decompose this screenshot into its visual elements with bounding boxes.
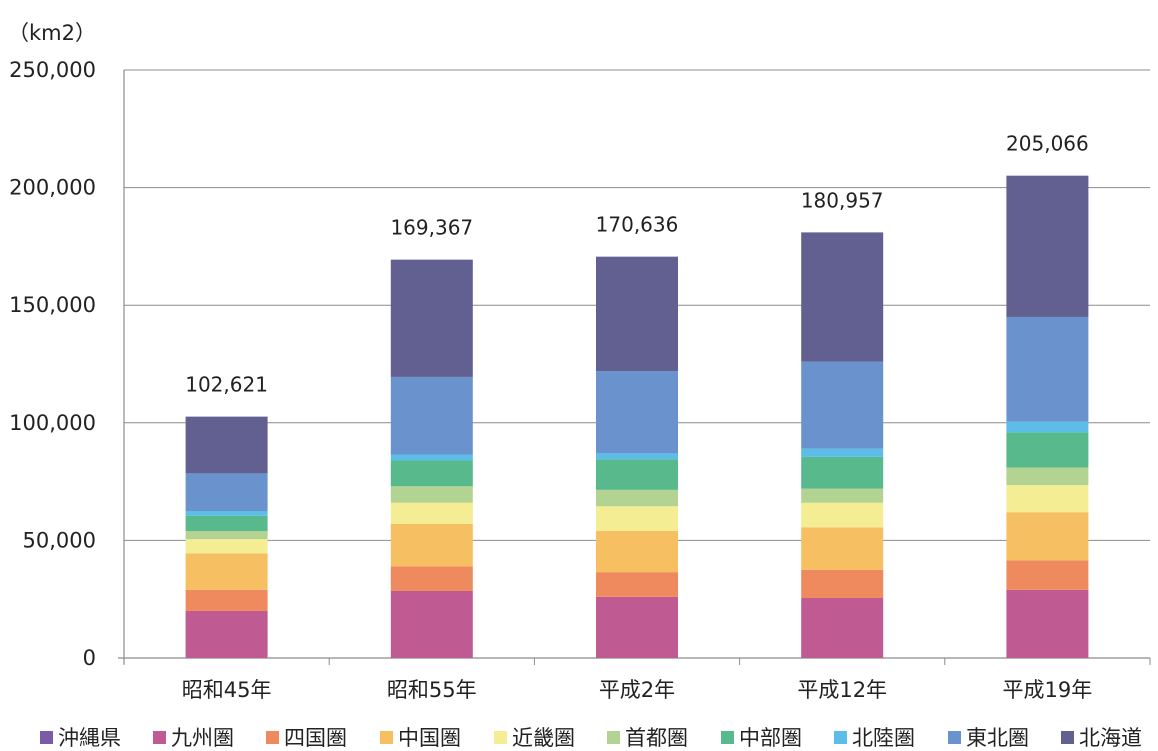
legend-label: 九州圏 [171,726,234,750]
y-axis-ticks: 0 50,000 100,000 150,000 200,000 250,000 [9,58,96,670]
legend-swatch [153,731,166,744]
bar-segment [801,232,884,362]
bar-segment [596,371,678,454]
bar-segment [1006,485,1089,513]
legend-label: 首都圏 [625,726,688,750]
bar-segment [596,596,678,658]
y-tick-label: 150,000 [9,293,96,317]
bar-segment [1006,316,1089,422]
y-unit-label: （km2） [8,21,96,45]
legend-swatch [1061,731,1074,744]
x-category-label: 昭和55年 [387,678,477,702]
bars [185,175,1089,658]
legend-swatch [380,731,393,744]
bar-segment [185,416,268,474]
bar-segment [390,502,473,524]
legend-label: 中国圏 [398,726,461,750]
bar-segment [596,453,678,460]
bar-segment [801,488,884,503]
bar-segment [1006,467,1089,486]
bar-segment [185,610,268,658]
legend-label: 沖縄県 [58,726,121,750]
bar-total-label: 170,636 [596,213,679,237]
x-category-label: 平成2年 [599,678,675,702]
legend-swatch [40,731,53,744]
legend-label: 東北圏 [966,726,1029,750]
bar-segment [801,361,884,449]
bar-segment [801,569,884,599]
bar-segment [390,259,473,377]
legend-swatch [607,731,620,744]
y-tick-label: 50,000 [23,528,96,552]
legend-label: 近畿圏 [512,726,575,750]
legend-swatch [266,731,279,744]
x-axis-categories: 昭和45年 昭和55年 平成2年 平成12年 平成19年 [182,678,1093,702]
legend-swatch [721,731,734,744]
bar-total-label: 169,367 [390,216,473,240]
bar-segment [390,486,473,503]
bar-segment [801,502,884,528]
bar-segment [1006,421,1089,433]
y-tick-label: 0 [83,646,96,670]
bar-segment [596,256,678,372]
bar-segment [185,539,268,554]
y-tick-label: 100,000 [9,411,96,435]
bar-total-label: 205,066 [1006,132,1089,156]
bar-segment [185,530,268,540]
bar-segment [596,489,678,507]
y-tick-label: 250,000 [9,58,96,82]
legend-label: 北海道 [1079,726,1142,750]
bar-segment [1006,589,1089,658]
bar-segment [390,376,473,455]
bar-segment [390,460,473,487]
bar-segment [185,553,268,590]
legend: 沖縄県 九州圏 四国圏 中国圏 近畿圏 首都圏 中部圏 北陸圏 東北圏 北海道 [40,726,1142,750]
bar-segment [596,530,678,573]
x-category-label: 平成12年 [797,678,887,702]
bar-segment [1006,432,1089,468]
legend-swatch [494,731,507,744]
bar-total-label: 102,621 [185,373,268,397]
legend-swatch [834,731,847,744]
bar-segment [1006,560,1089,590]
bar-segment [185,511,268,516]
bar-total-labels: 102,621 169,367 170,636 180,957 205,066 [185,132,1089,397]
legend-swatch [948,731,961,744]
bar-segment [185,589,268,611]
bar-total-label: 180,957 [801,188,884,212]
bar-segment [801,448,884,457]
legend-label: 中部圏 [739,726,802,750]
bar-segment [801,527,884,570]
bar-segment [596,572,678,597]
y-tick-label: 200,000 [9,176,96,200]
x-category-label: 平成19年 [1003,678,1093,702]
legend-label: 四国圏 [284,726,347,750]
bar-segment [390,566,473,591]
bar-segment [1006,512,1089,561]
bar-segment [185,515,268,531]
bar-segment [390,454,473,461]
bar-segment [596,506,678,531]
legend-label: 北陸圏 [852,726,915,750]
bar-segment [390,590,473,658]
bar-segment [801,598,884,658]
bar-segment [390,523,473,567]
bar-segment [596,459,678,490]
bar-segment [1006,175,1089,317]
bar-segment [185,473,268,511]
bar-segment [801,456,884,489]
x-category-label: 昭和45年 [182,678,272,702]
